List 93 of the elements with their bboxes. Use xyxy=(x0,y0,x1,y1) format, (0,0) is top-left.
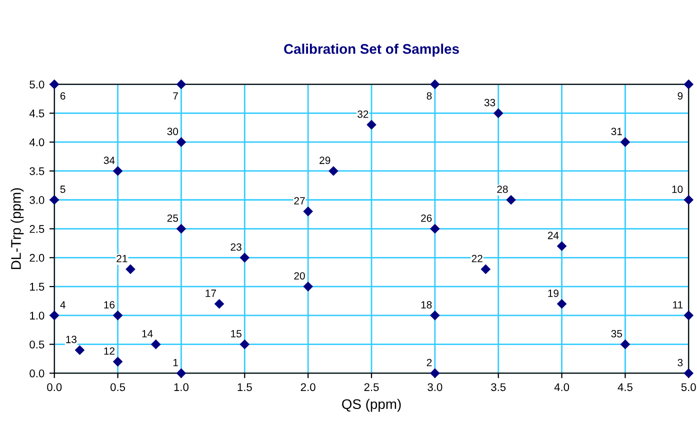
y-tick-label: 5.0 xyxy=(30,80,44,88)
annotation: 25 xyxy=(167,214,178,222)
annotation: 2 xyxy=(426,358,432,366)
point xyxy=(430,310,440,320)
annotation: 13 xyxy=(66,336,76,344)
y-tick-label: 4.0 xyxy=(29,138,44,146)
y-axis-title: DL-Trp (ppm) xyxy=(10,188,24,270)
annotation: 15 xyxy=(231,330,242,338)
x-tick-label: 5.0 xyxy=(681,383,696,392)
point xyxy=(176,368,186,378)
point xyxy=(684,310,694,320)
point xyxy=(430,80,440,89)
annotation: 4 xyxy=(60,301,66,308)
point xyxy=(494,108,503,118)
point xyxy=(126,264,136,274)
y-tick-label: 3.0 xyxy=(30,196,44,204)
point xyxy=(303,282,313,292)
annotation: 10 xyxy=(672,186,683,193)
annotation: 26 xyxy=(421,214,432,222)
point xyxy=(684,80,694,89)
annotation: 22 xyxy=(472,254,482,262)
point xyxy=(506,195,516,204)
point xyxy=(303,206,313,216)
point xyxy=(430,224,440,234)
y-tick-label: 4.5 xyxy=(29,110,44,118)
point xyxy=(176,224,186,234)
annotation: 33 xyxy=(484,98,496,106)
y-tick-label: 2.0 xyxy=(30,254,44,262)
point xyxy=(176,80,186,89)
y-tick-label: 2.5 xyxy=(30,225,44,233)
annotation: 19 xyxy=(548,290,559,297)
point xyxy=(620,340,630,349)
annotation: 14 xyxy=(142,330,153,338)
point xyxy=(113,166,122,176)
annotation: 12 xyxy=(104,347,114,355)
annotation: 3 xyxy=(678,358,683,366)
annotation: 18 xyxy=(421,301,432,309)
x-axis-title: QS (ppm) xyxy=(342,398,401,412)
point xyxy=(430,368,440,378)
y-tick-label: 1.0 xyxy=(30,312,44,320)
annotation: 6 xyxy=(60,92,66,100)
annotation: 1 xyxy=(173,359,178,366)
annotation: 5 xyxy=(60,186,66,193)
annotation: 17 xyxy=(206,290,216,297)
annotation: 35 xyxy=(611,330,622,338)
point xyxy=(50,310,59,320)
annotation: 30 xyxy=(167,128,178,136)
x-tick-label: 0.5 xyxy=(110,383,126,392)
annotation: 8 xyxy=(426,92,432,100)
point xyxy=(113,310,122,320)
point xyxy=(684,195,694,204)
x-tick-label: 4.5 xyxy=(618,383,632,392)
point xyxy=(50,195,59,204)
chart-title: Calibration Set of Samples xyxy=(284,44,459,57)
point xyxy=(214,299,224,309)
annotation: 32 xyxy=(358,110,368,118)
y-tick-label: 1.5 xyxy=(30,282,44,291)
annotation: 9 xyxy=(678,92,683,100)
annotation: 24 xyxy=(548,232,559,240)
point xyxy=(557,299,566,309)
x-tick-label: 3.0 xyxy=(428,383,442,392)
x-tick-label: 2.0 xyxy=(300,383,316,392)
annotation: 31 xyxy=(611,128,622,136)
x-tick-label: 3.5 xyxy=(491,383,506,392)
point xyxy=(176,137,186,147)
annotation: 16 xyxy=(104,301,115,309)
point xyxy=(557,241,566,251)
x-tick-label: 2.5 xyxy=(364,383,379,392)
annotation: 20 xyxy=(294,272,305,280)
annotation: 28 xyxy=(497,186,508,193)
annotation: 34 xyxy=(104,156,115,164)
annotation: 7 xyxy=(173,92,178,100)
annotation: 11 xyxy=(673,301,683,308)
annotation: 21 xyxy=(116,254,128,262)
y-tick-label: 0.5 xyxy=(30,340,44,348)
point xyxy=(240,340,250,349)
point xyxy=(75,345,84,355)
point xyxy=(113,357,122,366)
point xyxy=(151,340,160,349)
x-tick-label: 4.0 xyxy=(554,383,570,392)
point xyxy=(366,120,376,130)
point xyxy=(481,264,490,274)
x-tick-label: 1.5 xyxy=(238,383,252,392)
annotation: 29 xyxy=(320,156,330,164)
x-tick-label: 0.0 xyxy=(47,383,62,392)
point xyxy=(620,137,630,147)
y-tick-label: 0.0 xyxy=(30,369,44,378)
point xyxy=(328,166,338,176)
y-tick-label: 3.5 xyxy=(30,167,44,176)
annotation: 27 xyxy=(294,197,305,204)
annotation: 23 xyxy=(230,243,242,251)
point xyxy=(240,253,250,262)
x-tick-label: 1.0 xyxy=(174,383,189,392)
